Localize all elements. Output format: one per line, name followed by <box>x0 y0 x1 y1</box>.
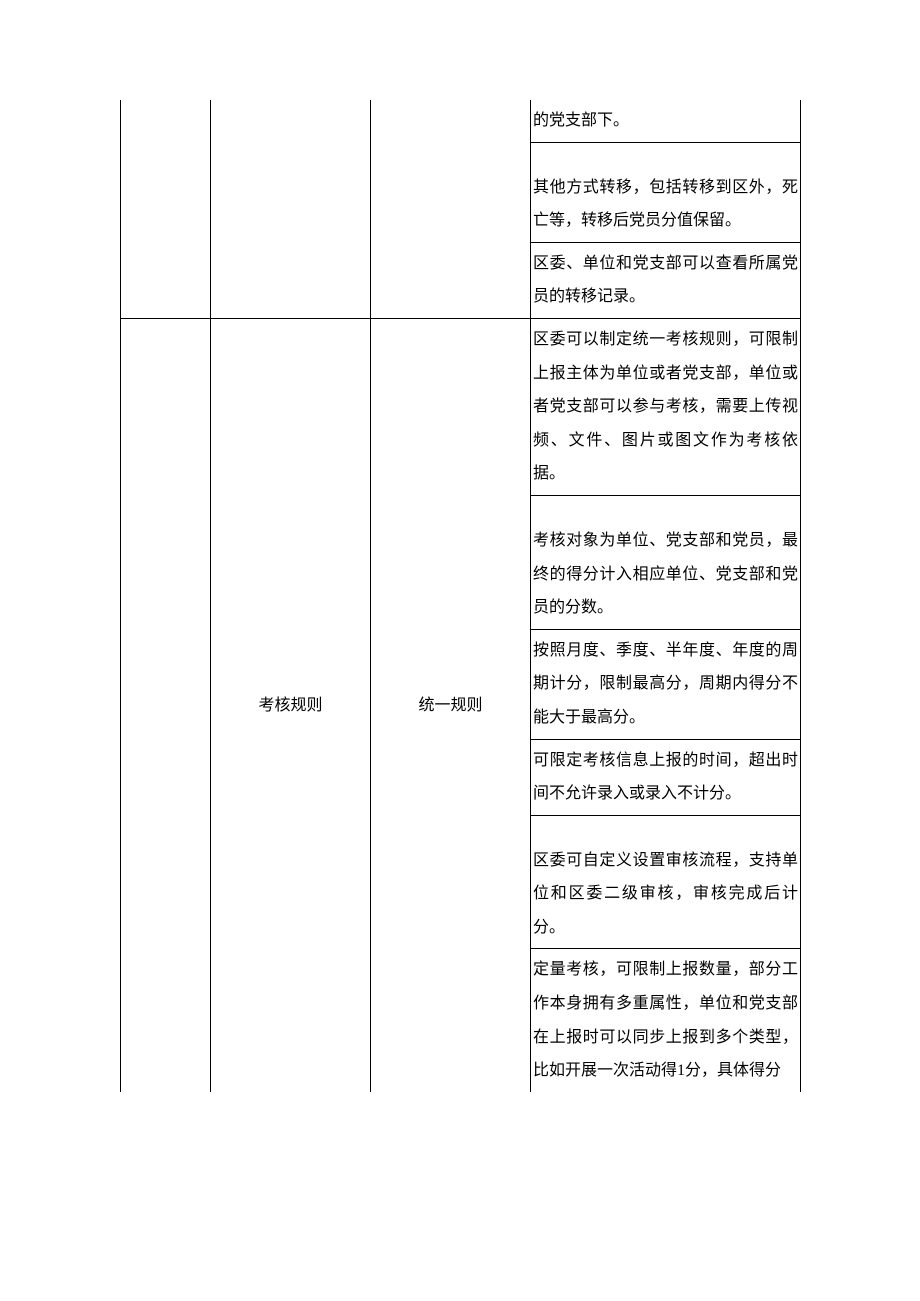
cell-desc: 可限定考核信息上报的时间，超出时间不允许录入或录入不计分。 <box>531 739 801 815</box>
cell-desc: 考核对象为单位、党支部和党员，最终的得分计入相应单位、党支部和党员的分数。 <box>531 495 801 629</box>
cell-desc: 按照月度、季度、半年度、年度的周期计分，限制最高分，周期内得分不能大于最高分。 <box>531 629 801 739</box>
cell-assessment-rules: 考核规则 <box>211 318 371 1091</box>
cell-group1-col3 <box>371 100 531 318</box>
table-row: 的党支部下。 <box>121 100 801 142</box>
cell-desc: 定量考核，可限制上报数量，部分工作本身拥有多重属性，单位和党支部在上报时可以同步… <box>531 949 801 1092</box>
cell-group2-col1 <box>121 318 211 1091</box>
document-page: 的党支部下。 其他方式转移，包括转移到区外，死亡等，转移后党员分值保留。 区委、… <box>0 0 920 1301</box>
cell-unified-rules: 统一规则 <box>371 318 531 1091</box>
assessment-table: 的党支部下。 其他方式转移，包括转移到区外，死亡等，转移后党员分值保留。 区委、… <box>120 100 801 1092</box>
cell-desc: 其他方式转移，包括转移到区外，死亡等，转移后党员分值保留。 <box>531 142 801 242</box>
cell-desc: 区委可自定义设置审核流程，支持单位和区委二级审核，审核完成后计分。 <box>531 815 801 949</box>
cell-desc: 的党支部下。 <box>531 100 801 142</box>
cell-group1-col1 <box>121 100 211 318</box>
cell-desc: 区委可以制定统一考核规则，可限制上报主体为单位或者党支部，单位或者党支部可以参与… <box>531 318 801 495</box>
cell-desc: 区委、单位和党支部可以查看所属党员的转移记录。 <box>531 242 801 318</box>
cell-group1-col2 <box>211 100 371 318</box>
table-row: 考核规则 统一规则 区委可以制定统一考核规则，可限制上报主体为单位或者党支部，单… <box>121 318 801 495</box>
